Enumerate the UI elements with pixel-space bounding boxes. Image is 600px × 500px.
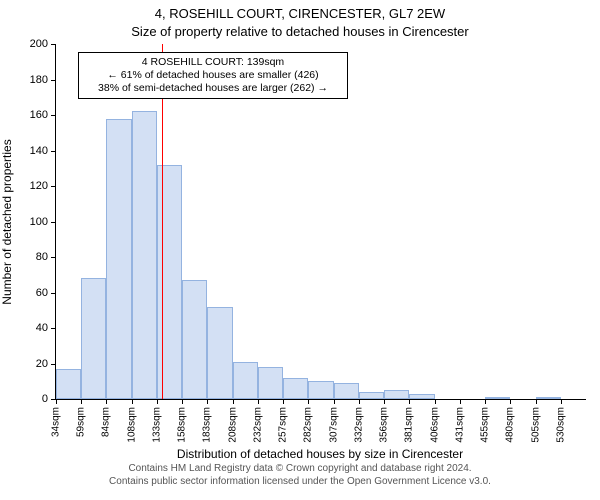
y-tick-label: 180 [30,74,48,86]
chart-title-line1: 4, ROSEHILL COURT, CIRENCESTER, GL7 2EW [0,6,600,21]
y-tick-label: 140 [30,145,48,157]
x-tick [359,399,360,404]
histogram-bar [359,392,384,399]
x-tick [106,399,107,404]
x-tick [81,399,82,404]
x-tick-label: 307sqm [328,407,339,443]
y-tick-label: 100 [30,216,48,228]
histogram-bar [182,280,207,399]
x-tick [384,399,385,404]
x-tick-label: 257sqm [278,407,289,443]
x-tick [536,399,537,404]
plot-area: 02040608010012014016018020034sqm59sqm84s… [55,44,586,400]
footer-text: Contains HM Land Registry data © Crown c… [0,462,600,488]
x-tick [56,399,57,404]
x-tick [283,399,284,404]
x-tick-label: 381sqm [404,407,415,443]
footer-line2: Contains public sector information licen… [0,475,600,488]
footer-line1: Contains HM Land Registry data © Crown c… [0,462,600,475]
x-tick-label: 332sqm [353,407,364,443]
histogram-bar [207,307,232,399]
x-tick-label: 108sqm [126,407,137,443]
x-tick [132,399,133,404]
y-tick [51,115,56,116]
y-tick-label: 160 [30,109,48,121]
annotation-line1: 4 ROSEHILL COURT: 139sqm [85,56,341,69]
x-tick-label: 59sqm [76,407,87,437]
x-tick-label: 530sqm [555,407,566,443]
y-tick [51,293,56,294]
y-axis-label: Number of detached properties [0,139,14,304]
histogram-bar [258,367,283,399]
y-tick-label: 60 [36,287,48,299]
y-tick-label: 0 [42,393,48,405]
x-tick-label: 356sqm [379,407,390,443]
y-tick-label: 120 [30,180,48,192]
histogram-bar [132,111,157,399]
x-tick [308,399,309,404]
histogram-bar [485,397,510,399]
annotation-box: 4 ROSEHILL COURT: 139sqm← 61% of detache… [78,52,348,99]
histogram-bar [536,397,561,399]
annotation-line3: 38% of semi-detached houses are larger (… [85,82,341,95]
x-tick-label: 406sqm [429,407,440,443]
x-tick [207,399,208,404]
x-tick-label: 480sqm [505,407,516,443]
annotation-line2: ← 61% of detached houses are smaller (42… [85,69,341,82]
x-tick-label: 34sqm [51,407,62,437]
histogram-bar [106,119,131,399]
histogram-bar [157,165,182,399]
chart-container: 4, ROSEHILL COURT, CIRENCESTER, GL7 2EW … [0,0,600,500]
histogram-bar [233,362,258,399]
histogram-bar [384,390,409,399]
x-tick [233,399,234,404]
histogram-bar [283,378,308,399]
x-tick [182,399,183,404]
histogram-bar [308,381,333,399]
y-tick [51,222,56,223]
y-tick [51,257,56,258]
y-tick [51,328,56,329]
x-tick-label: 133sqm [151,407,162,443]
x-tick-label: 183sqm [202,407,213,443]
histogram-bar [334,383,359,399]
y-tick [51,186,56,187]
x-tick-label: 455sqm [480,407,491,443]
x-tick-label: 232sqm [252,407,263,443]
histogram-bar [81,278,106,399]
y-tick [51,80,56,81]
x-tick-label: 282sqm [303,407,314,443]
y-tick [51,44,56,45]
x-tick-label: 158sqm [177,407,188,443]
x-tick [460,399,461,404]
histogram-bar [56,369,81,399]
x-tick-label: 208sqm [227,407,238,443]
x-tick-label: 505sqm [530,407,541,443]
y-tick-label: 40 [36,322,48,334]
histogram-bar [409,394,434,399]
x-tick [561,399,562,404]
x-axis-label: Distribution of detached houses by size … [177,447,463,461]
x-tick [409,399,410,404]
y-tick-label: 200 [30,38,48,50]
x-tick [510,399,511,404]
y-tick [51,151,56,152]
x-tick-label: 84sqm [101,407,112,437]
x-tick [485,399,486,404]
x-tick-label: 431sqm [454,407,465,443]
y-tick-label: 20 [36,358,48,370]
x-tick [435,399,436,404]
y-tick [51,364,56,365]
chart-title-line2: Size of property relative to detached ho… [0,24,600,39]
x-tick [157,399,158,404]
x-tick [258,399,259,404]
y-tick-label: 80 [36,251,48,263]
x-tick [334,399,335,404]
